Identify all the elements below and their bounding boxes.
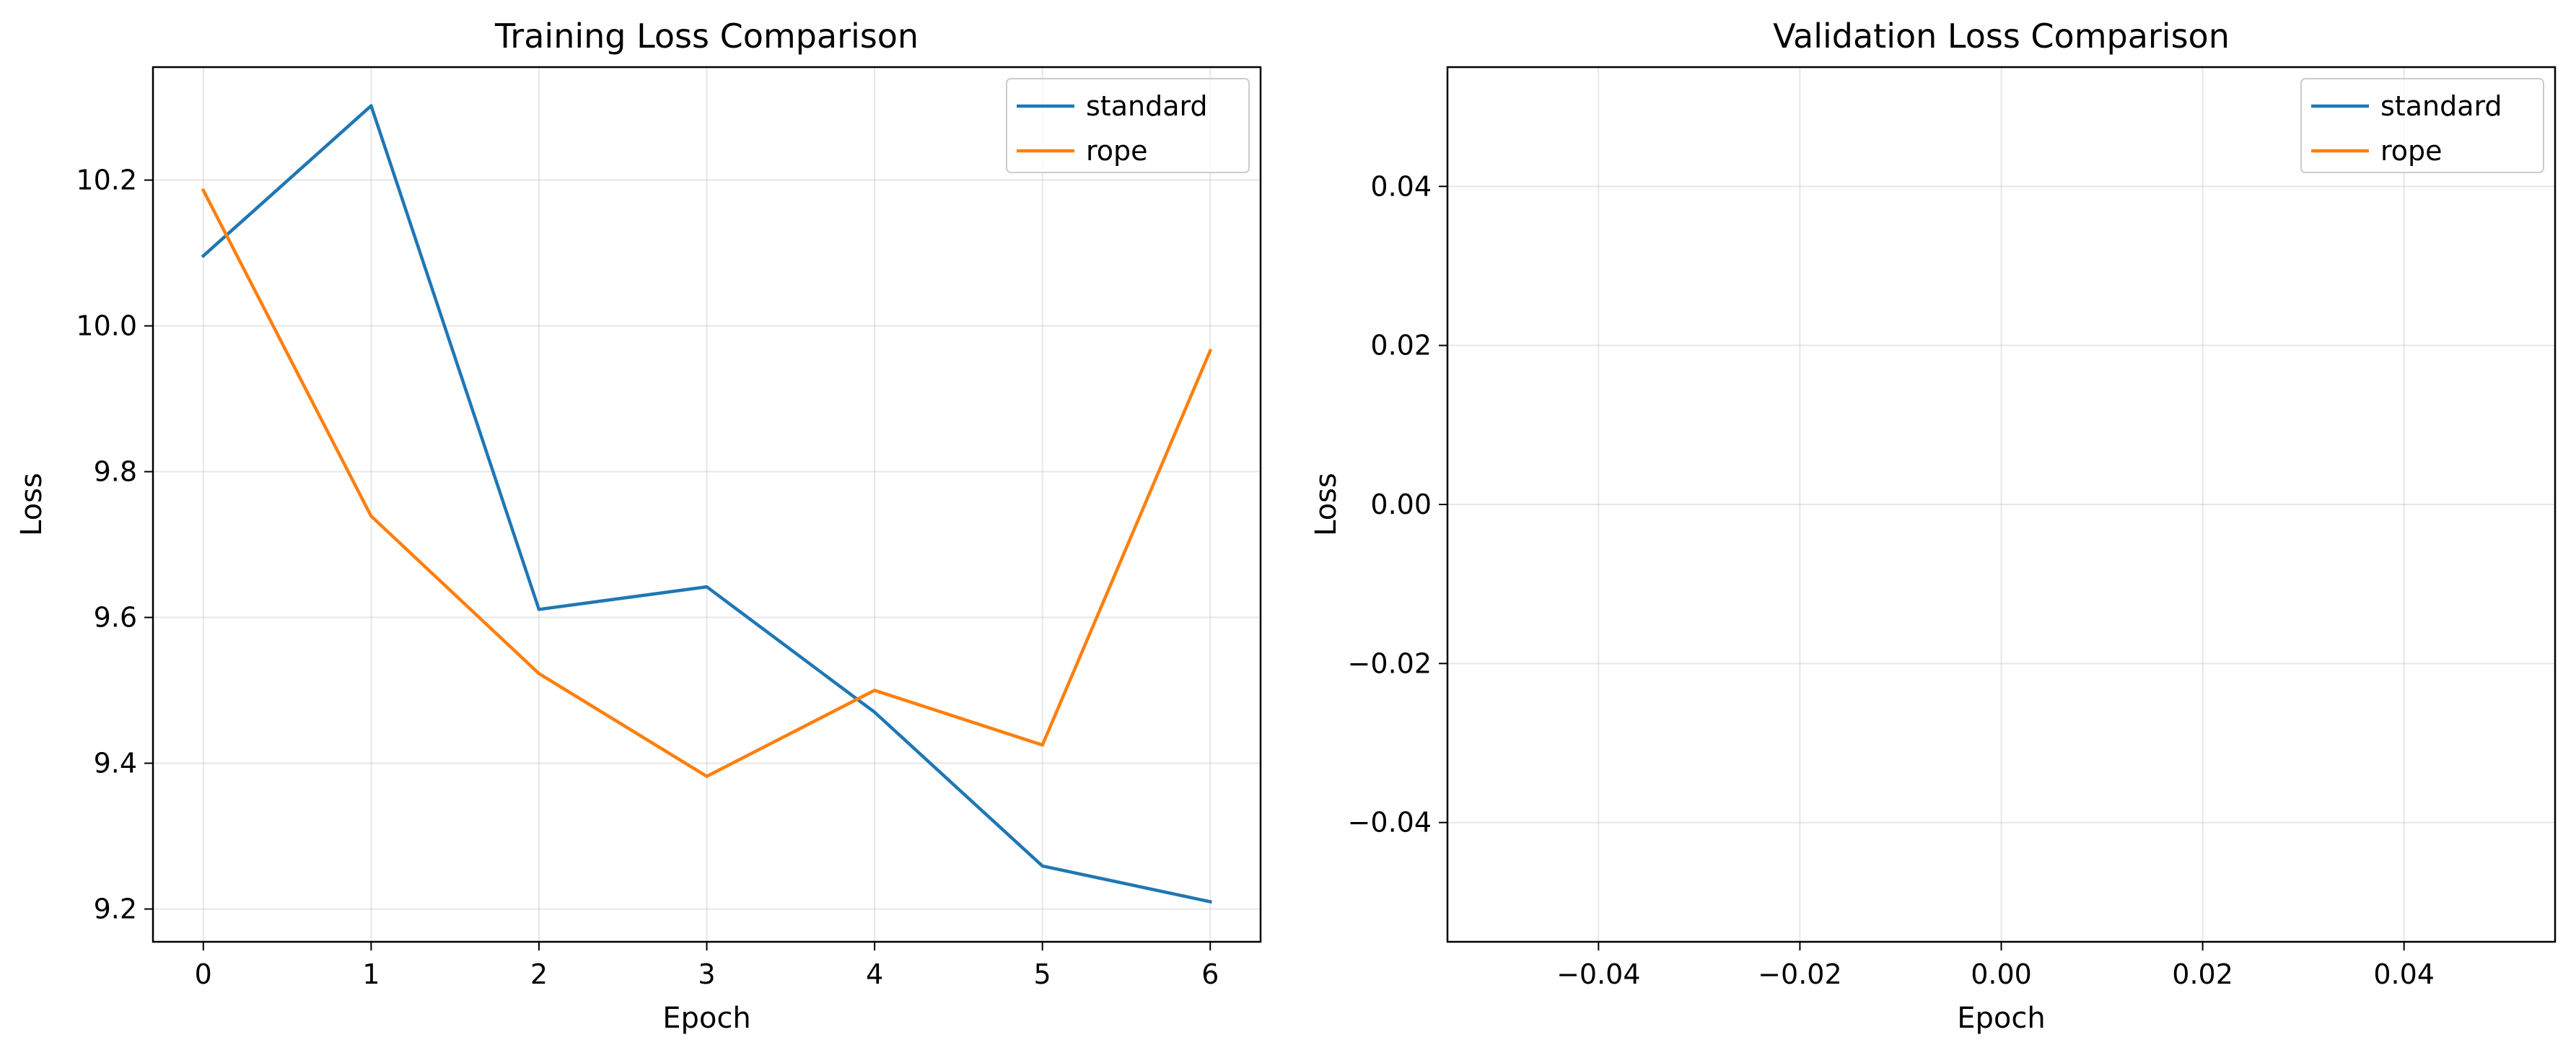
chart1-y-axis-label: Loss	[15, 473, 48, 536]
chart1-x-tick-label: 0	[195, 958, 212, 990]
chart2-y-tick-label: 0.04	[1370, 170, 1432, 202]
chart1-legend-label-rope: rope	[1086, 135, 1148, 167]
chart2-legend-label-standard: standard	[2380, 90, 2502, 122]
chart1-y-tick-label: 9.6	[94, 602, 137, 634]
chart2-x-tick-label: 0.02	[2172, 958, 2233, 990]
chart2-y-tick-label: 0.00	[1370, 489, 1432, 520]
chart2-panel: −0.04 −0.02 0.00 0.02 0.04 −0.04 −0.02 0.00 0.02…	[1310, 17, 2557, 1035]
chart1-y-tick-label: 9.4	[94, 748, 137, 779]
chart1-y-tick-label: 9.8	[94, 456, 137, 488]
chart1-panel: 0 1 2 3 4 5 6 9.2 9.4 9.6 9.8 10.0 10.2 Training Loss…	[15, 17, 1262, 1035]
chart1-x-tick-label: 2	[530, 958, 548, 990]
chart1-legend: standard rope	[1006, 78, 1250, 173]
chart1-x-tick-label: 6	[1201, 958, 1219, 990]
chart2-x-tick-label: −0.04	[1556, 958, 1640, 990]
chart2-x-axis-label: Epoch	[1957, 1002, 2045, 1035]
chart2-legend-label-rope: rope	[2380, 135, 2443, 167]
chart1-x-tick-label: 4	[866, 958, 883, 990]
chart1-x-tick-label: 1	[362, 958, 380, 990]
chart1-legend-box	[1006, 78, 1250, 173]
chart2-legend: standard rope	[2300, 78, 2544, 173]
chart1-x-tick-label: 3	[698, 958, 715, 990]
chart1-y-tick-label: 10.0	[76, 310, 137, 342]
chart2-y-axis-label: Loss	[1310, 473, 1343, 536]
chart2-x-tick-label: 0.00	[1971, 958, 2032, 990]
chart1-title: Training Loss Comparison	[494, 17, 919, 56]
chart2-y-tick-label: −0.04	[1348, 807, 1432, 839]
chart2-x-tick-label: −0.02	[1758, 958, 1841, 990]
chart1-x-tick-label: 5	[1034, 958, 1051, 990]
chart2-y-tick-label: −0.02	[1348, 647, 1432, 679]
chart1-legend-label-standard: standard	[1086, 90, 1208, 122]
chart2-title: Validation Loss Comparison	[1773, 17, 2230, 56]
chart2-y-tick-label: 0.02	[1370, 330, 1432, 362]
chart2-x-tick-label: 0.04	[2373, 958, 2435, 990]
chart2-legend-box	[2300, 78, 2544, 173]
chart1-y-tick-label: 10.2	[76, 165, 137, 196]
chart1-y-tick-label: 9.2	[94, 893, 137, 925]
chart1-x-axis-label: Epoch	[662, 1002, 750, 1035]
